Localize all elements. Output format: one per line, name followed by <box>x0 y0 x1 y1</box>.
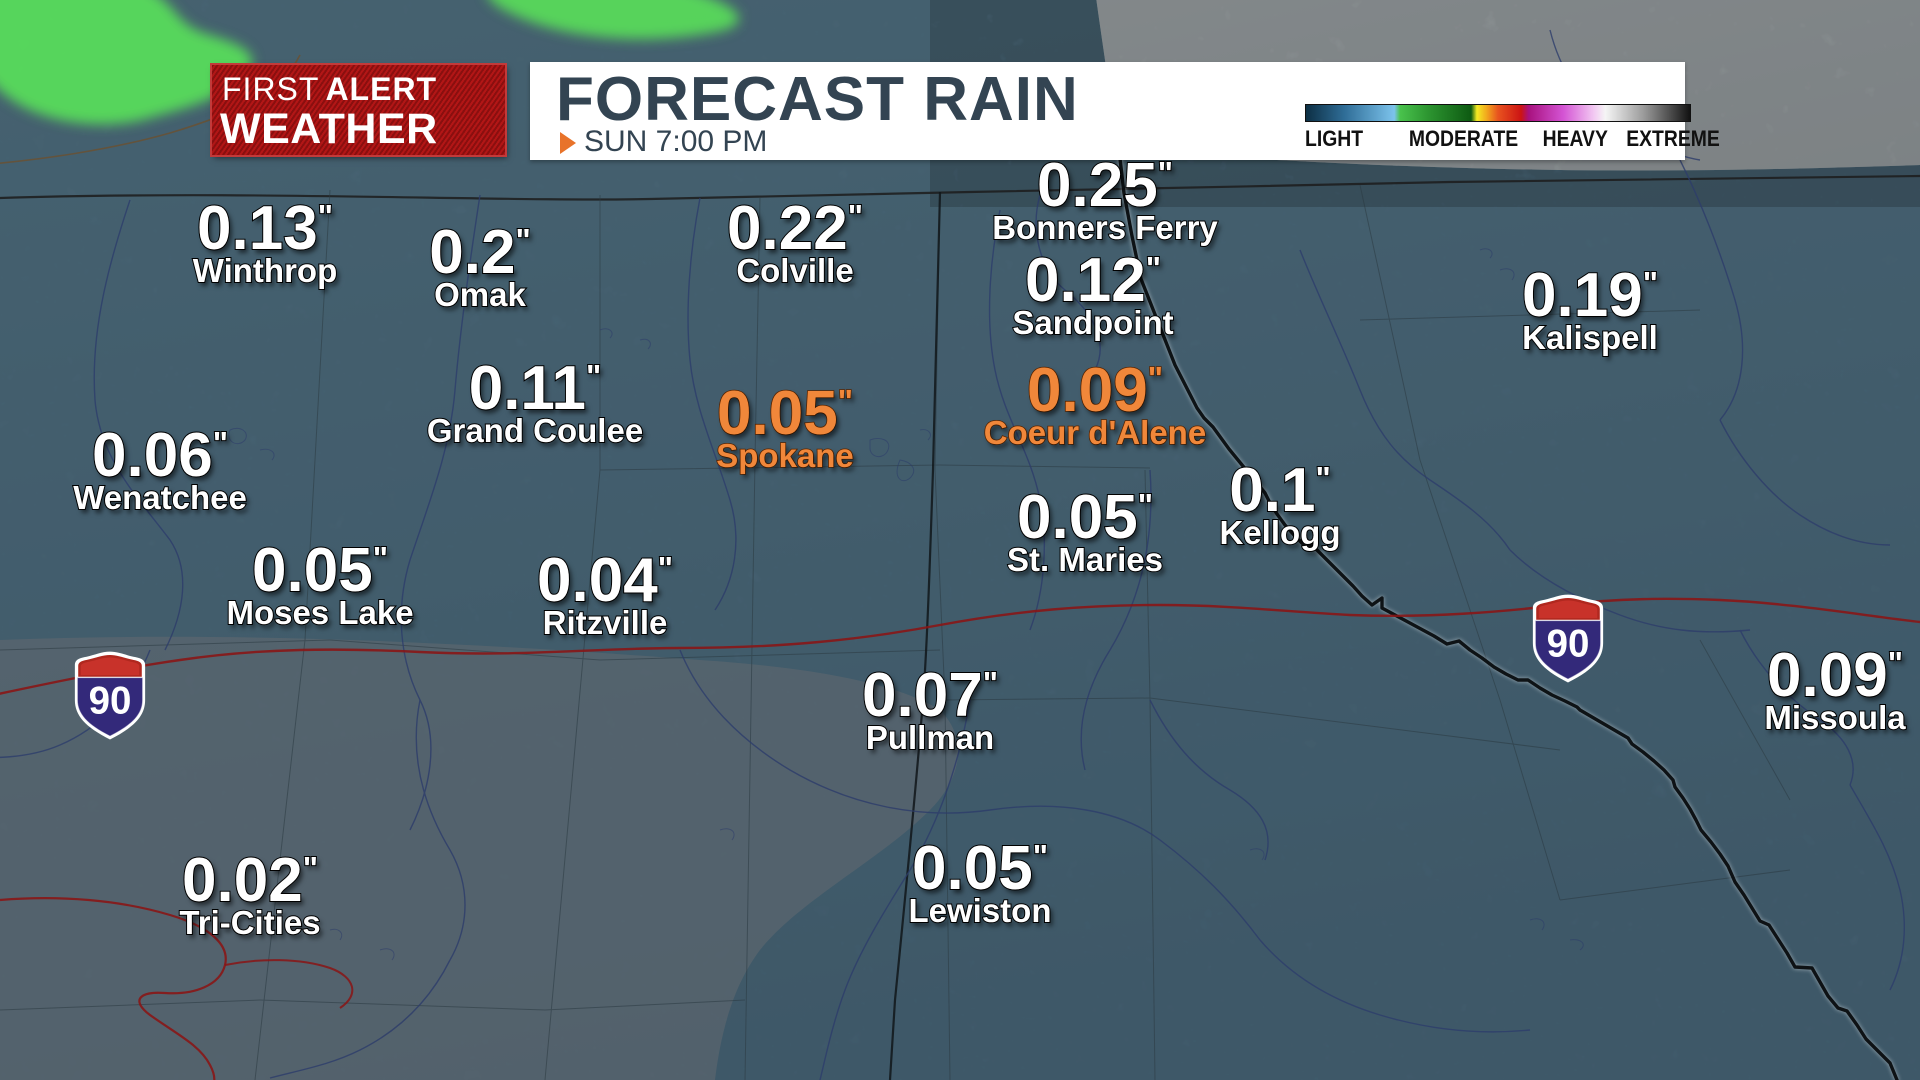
svg-text:90: 90 <box>1547 623 1590 666</box>
svg-text:90: 90 <box>89 680 132 723</box>
